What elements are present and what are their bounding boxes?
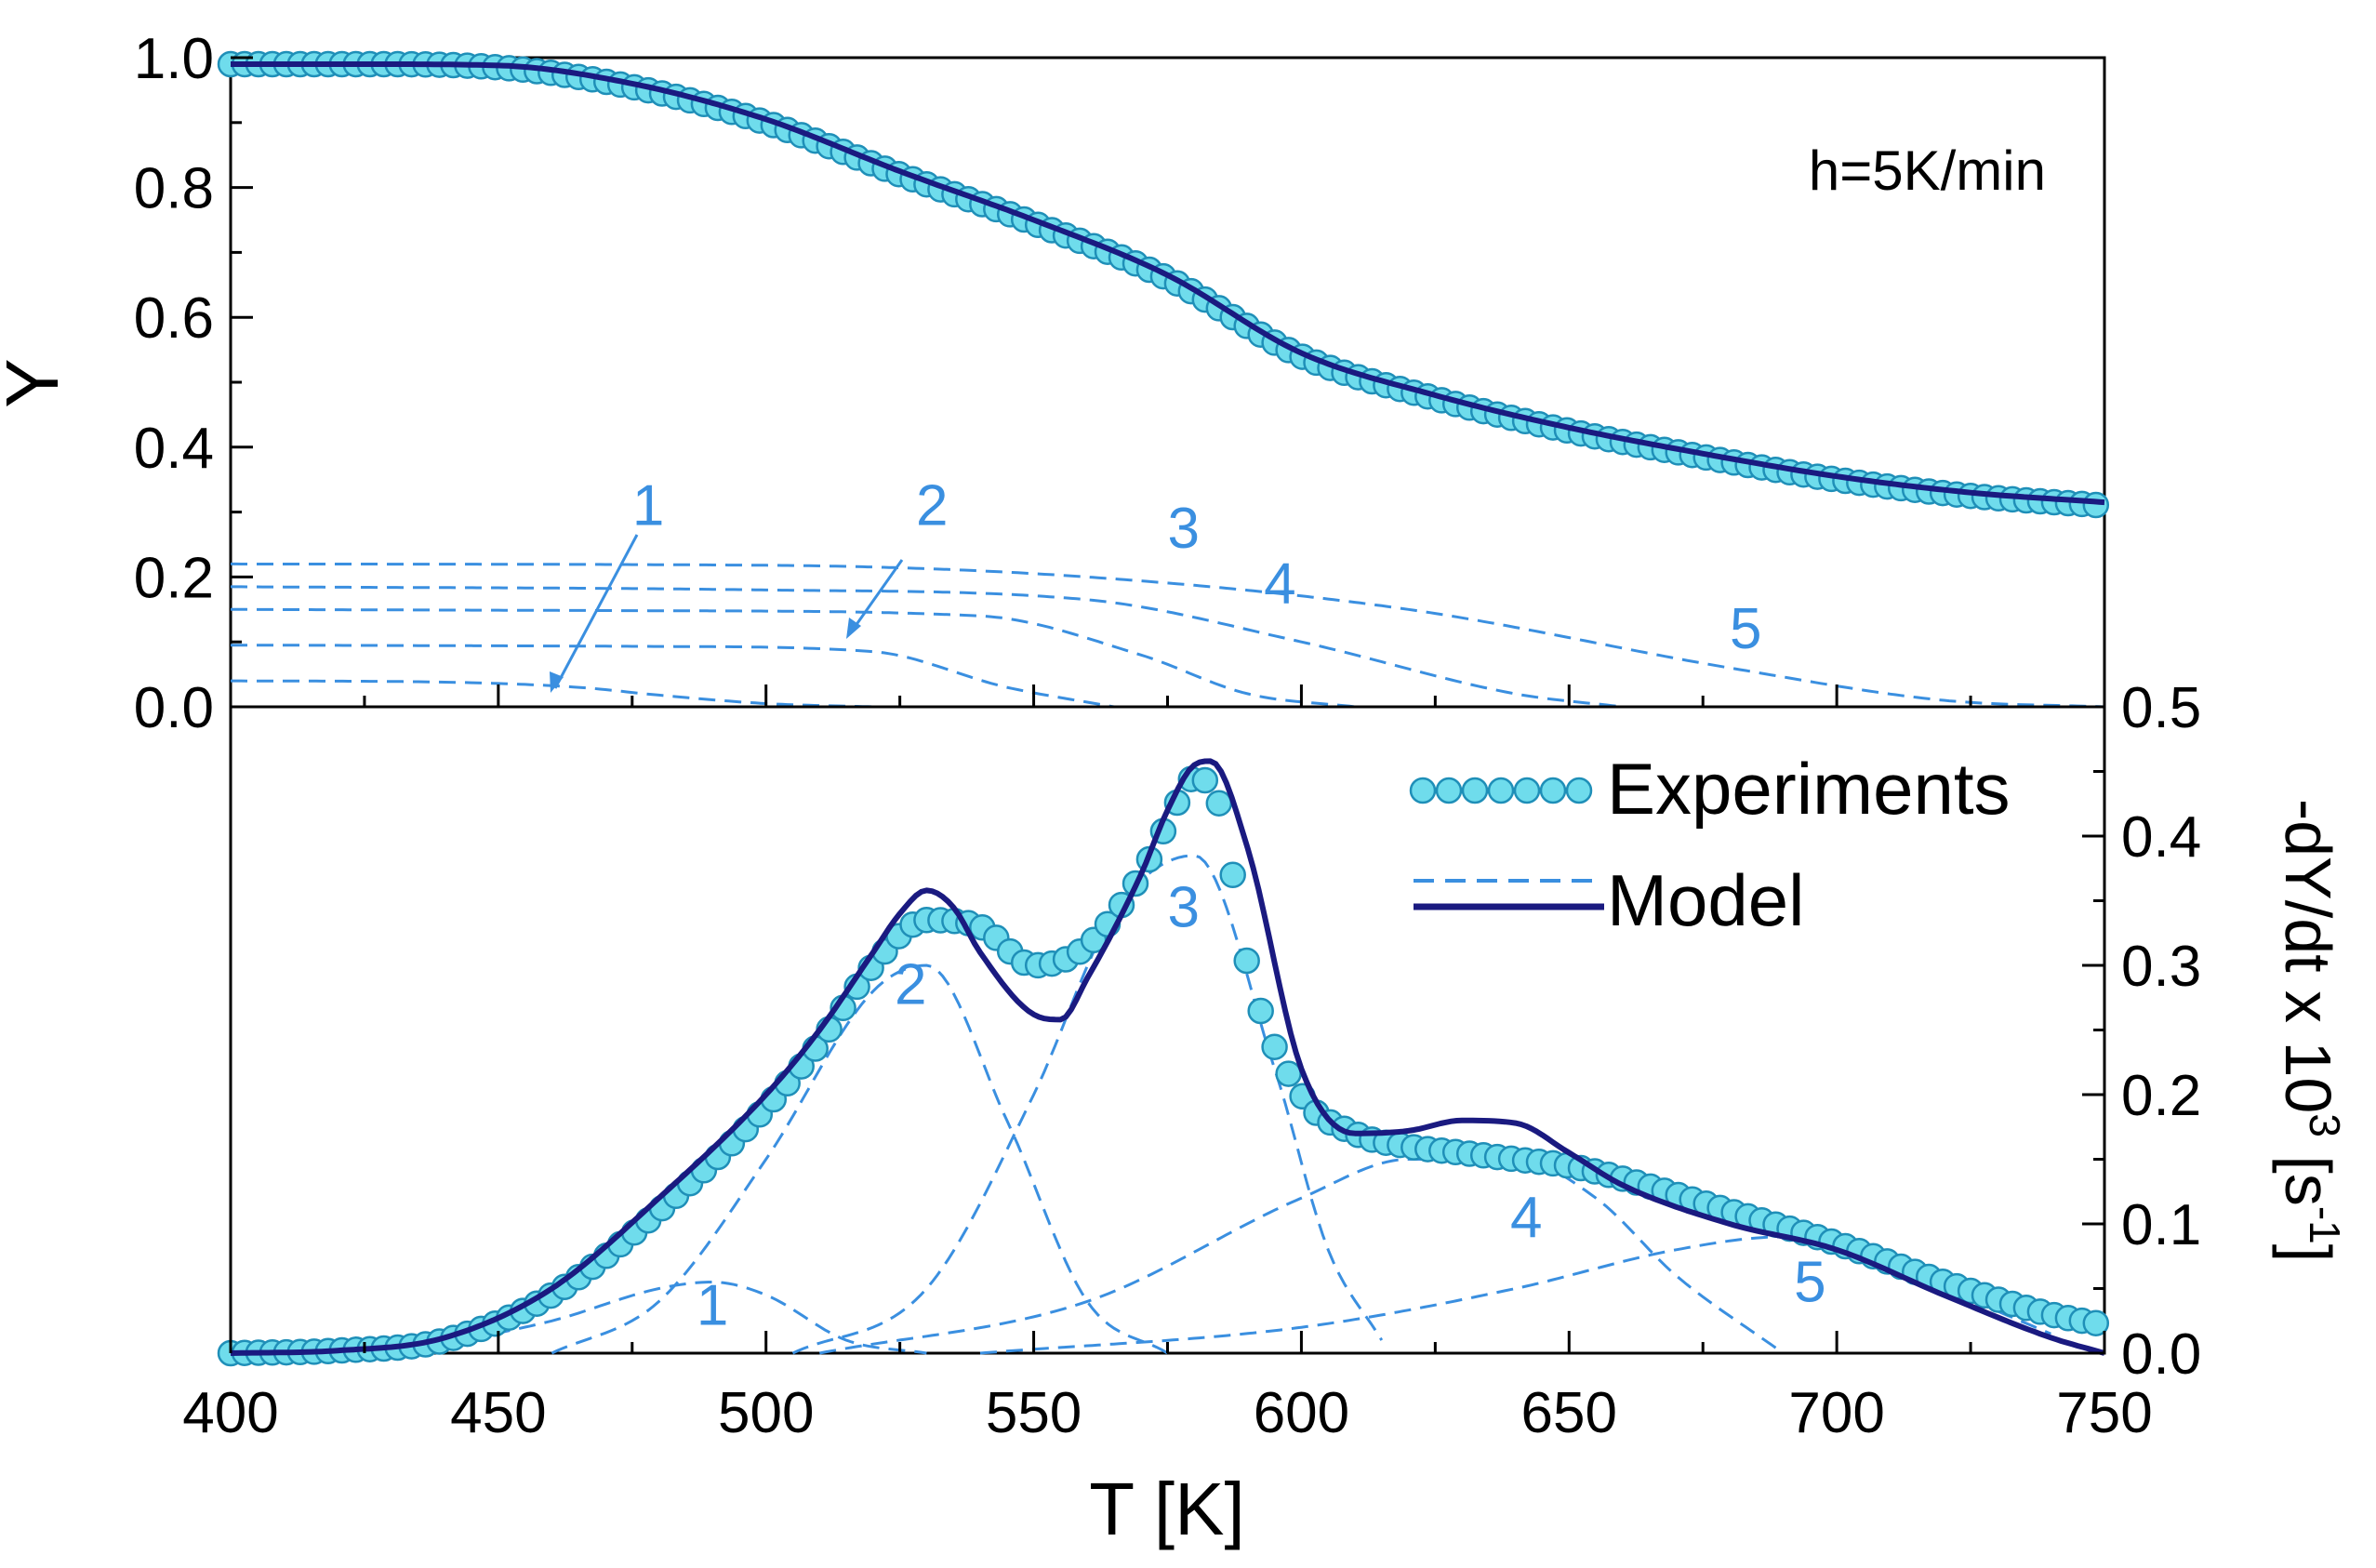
x-tick-label: 400: [182, 1381, 278, 1445]
top-component-label-5: 5: [1730, 597, 1761, 661]
arrow-1-head: [550, 671, 564, 693]
arrow-1-line: [553, 534, 639, 689]
top-component-label-1: 1: [632, 474, 664, 538]
ylabel-main: -dY/dt x 10: [2272, 799, 2344, 1114]
heating-rate-annotation: h=5K/min: [1809, 140, 2046, 202]
bottom-experiment-point: [1205, 790, 1233, 817]
bottom-component-4-curve: [819, 1158, 1785, 1355]
x-axis-label: T [K]: [1089, 1468, 1244, 1550]
bottom-experiment-point: [1233, 947, 1260, 975]
bottom-experiment-point: [2082, 1309, 2110, 1336]
bottom-component-label-4: 4: [1510, 1186, 1542, 1250]
bottom-component-label-1: 1: [697, 1273, 728, 1337]
top-component-label-4: 4: [1264, 551, 1295, 616]
x-tick-label: 700: [1788, 1381, 1884, 1445]
top-experiment-point: [2082, 491, 2110, 519]
legend-experiments-label: Experiments: [1607, 748, 2011, 830]
legend-experiment-point: [1487, 777, 1515, 804]
bottom-component-label-3: 3: [1168, 875, 1200, 939]
top-component-label-3: 3: [1168, 497, 1200, 561]
bottom-experiment-point: [1247, 997, 1274, 1025]
x-tick-label: 600: [1254, 1381, 1349, 1445]
x-tick-label: 550: [986, 1381, 1082, 1445]
bottom-component-label-2: 2: [895, 953, 926, 1017]
x-tick-label: 750: [2056, 1381, 2152, 1445]
arrow-2-line: [849, 559, 904, 633]
legend-experiment-point: [1409, 777, 1437, 804]
top-y-tick-label: 1.0: [134, 27, 214, 91]
bottom-y-ticks: 0.0 0.1 0.2 0.3 0.4 0.5: [2082, 676, 2201, 1387]
bottom-model-series: [230, 758, 2105, 1356]
top-model-series: [231, 61, 2105, 506]
top-component-2-curve: [231, 644, 1115, 709]
x-tick-label: 450: [450, 1381, 546, 1445]
ylabel-end: ]: [2272, 1244, 2344, 1262]
bottom-plot: 0.0 0.1 0.2 0.3 0.4 0.5 400 450 500 550 600 650 700…: [182, 676, 2349, 1550]
x-tick-label: 650: [1521, 1381, 1617, 1445]
bottom-y-tick-label: 0.0: [2121, 1322, 2201, 1387]
x-tick-label: 500: [718, 1381, 814, 1445]
top-component-label-2: 2: [916, 474, 948, 538]
bottom-experiment-point: [1275, 1060, 1302, 1087]
top-y-tick-label: 0.4: [134, 417, 214, 481]
bottom-y-tick-label: 0.1: [2121, 1193, 2201, 1257]
legend-experiment-point: [1565, 777, 1593, 804]
bottom-y-tick-label: 0.3: [2121, 935, 2201, 999]
bottom-component-2-curve: [551, 963, 1169, 1355]
bottom-component-label-5: 5: [1794, 1250, 1825, 1314]
ylabel-sup-exponent: 3: [2301, 1113, 2349, 1137]
legend-experiment-point: [1435, 777, 1463, 804]
top-component-5-curve: [231, 562, 2105, 709]
x-ticks: 400 450 500 550 600 650 700 750: [182, 684, 2153, 1445]
top-y-tick-label: 0.0: [134, 676, 214, 740]
legend-model-label: Model: [1607, 859, 1804, 941]
legend-experiment-point: [1513, 777, 1541, 804]
ylabel-sup-unit: -1: [2301, 1206, 2349, 1244]
legend: Experiments Model: [1409, 748, 2011, 941]
bottom-experiment-point: [1191, 766, 1219, 794]
bottom-y-tick-label: 0.2: [2121, 1064, 2201, 1128]
bottom-series: [217, 758, 2110, 1367]
bottom-y-tick-label: 0.5: [2121, 676, 2201, 740]
top-series: [217, 50, 2110, 519]
bottom-y-axis-label: -dY/dt x 103 [s-1]: [2272, 799, 2349, 1262]
legend-experiment-point: [1461, 777, 1489, 804]
top-component-3-curve: [231, 607, 1356, 709]
top-y-tick-label: 0.6: [134, 286, 214, 351]
top-plot: 0.0 0.2 0.4 0.6 0.8 1.0 1 2 34 5 h=5K/min Y: [0, 27, 2110, 740]
bottom-component-labels: 1 2 3 4 5: [697, 875, 1826, 1337]
legend-experiments-marker: [1409, 777, 1593, 804]
bottom-experiment-point: [1219, 861, 1246, 889]
bottom-component-3-curve: [791, 854, 1384, 1355]
top-component-arrows: [550, 534, 904, 693]
legend-experiment-point: [1539, 777, 1567, 804]
top-y-axis-label: Y: [0, 358, 73, 407]
top-component-labels: 1 2 34 5: [632, 474, 1762, 662]
arrow-2-head: [846, 618, 861, 639]
top-y-tick-label: 0.8: [134, 157, 214, 221]
bottom-experiment-point: [1261, 1033, 1288, 1060]
ylabel-unit: [s: [2272, 1137, 2344, 1206]
bottom-y-tick-label: 0.4: [2121, 805, 2201, 870]
top-y-tick-label: 0.2: [134, 546, 214, 610]
